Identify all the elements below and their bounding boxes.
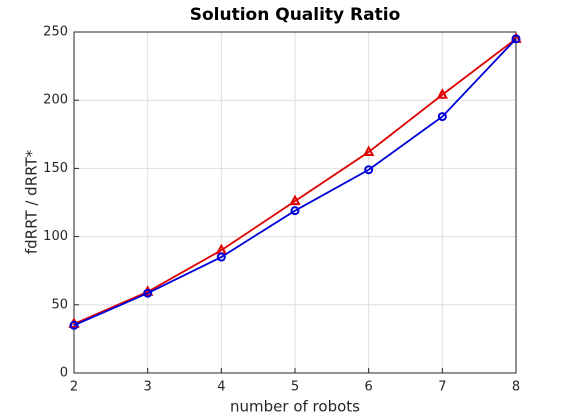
marker <box>290 206 300 216</box>
marker <box>437 112 447 122</box>
y-tick-label: 100 <box>43 229 68 244</box>
marker <box>69 320 79 330</box>
y-tick-label: 150 <box>43 161 68 176</box>
x-tick-label: 8 <box>512 380 520 395</box>
plot-frame <box>73 31 517 374</box>
series-line <box>73 38 517 327</box>
y-tick-label: 50 <box>51 297 68 312</box>
x-tick-label: 3 <box>144 380 152 395</box>
marker <box>364 165 374 175</box>
x-tick-label: 7 <box>438 380 446 395</box>
y-tick-label: 200 <box>43 93 68 108</box>
marker <box>436 88 449 99</box>
series-line <box>73 38 517 325</box>
x-tick-label: 5 <box>291 380 299 395</box>
y-axis-label: fdRRT / dRRT* <box>23 149 41 254</box>
x-axis-label: number of robots <box>230 398 360 416</box>
marker <box>289 194 301 206</box>
x-tick-label: 6 <box>365 380 373 395</box>
marker <box>362 145 375 157</box>
marker <box>143 288 153 298</box>
y-tick-label: 0 <box>60 366 68 381</box>
chart-title: Solution Quality Ratio <box>190 5 401 25</box>
x-tick-label: 2 <box>70 380 78 395</box>
x-tick-label: 4 <box>217 380 225 395</box>
marker <box>511 34 521 44</box>
y-tick-label: 250 <box>43 25 68 40</box>
marker <box>216 252 226 262</box>
